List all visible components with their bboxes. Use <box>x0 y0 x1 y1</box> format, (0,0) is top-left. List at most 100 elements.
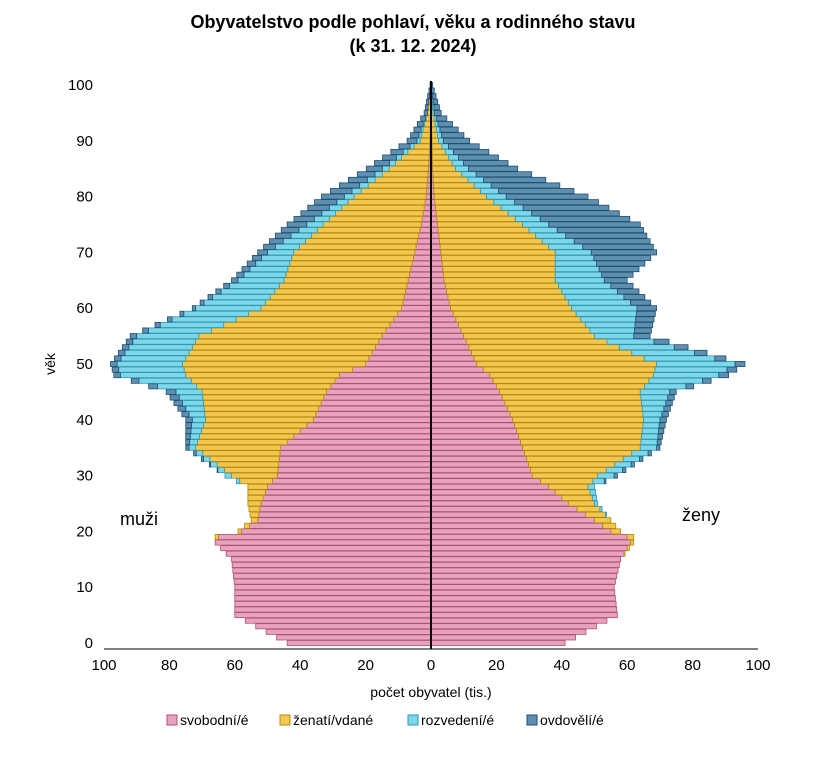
female-bar-age-65-married <box>443 277 556 284</box>
female-bar-age-24-divorced <box>599 506 603 513</box>
female-bar-age-41-married <box>509 411 644 418</box>
male-bar-age-80-married <box>353 193 427 200</box>
female-bar-age-71-widowed <box>582 243 654 250</box>
female-bar-age-52-divorced <box>631 349 695 356</box>
female-bar-age-20-married <box>610 528 622 535</box>
male-bar-age-90-divorced <box>416 137 421 144</box>
female-bar-age-90-divorced <box>438 137 444 144</box>
male-bar-age-23-single <box>258 511 432 518</box>
male-bar-age-55-widowed <box>129 333 138 340</box>
male-bar-age-62-single <box>403 294 432 301</box>
male-bar-age-73-married <box>310 232 419 239</box>
male-bar-age-91-widowed <box>410 132 420 139</box>
male-bar-age-77-married <box>335 210 424 217</box>
male-bar-age-65-divorced <box>237 277 285 284</box>
female-bar-age-26-divorced <box>591 494 598 501</box>
male-bar-age-51-divorced <box>120 355 187 362</box>
female-bar-age-59-married <box>452 310 577 317</box>
female-bar-age-29-divorced <box>592 478 605 485</box>
male-bar-age-66-single <box>409 271 432 278</box>
male-bar-age-48-widowed <box>113 372 121 379</box>
male-bar-age-16-single <box>225 550 432 557</box>
female-bar-age-72-widowed <box>573 238 651 245</box>
male-bar-age-88-divorced <box>402 148 409 155</box>
female-bar-age-39-single <box>430 422 516 429</box>
female-bar-age-62-widowed <box>623 294 646 301</box>
female-bar-age-25-single <box>430 500 569 507</box>
male-bar-age-78-divorced <box>328 204 343 211</box>
female-bar-age-60-divorced <box>571 305 638 312</box>
male-bar-age-58-widowed <box>167 316 173 323</box>
male-bar-age-83-married <box>374 176 428 183</box>
male-bar-age-33-single <box>278 455 432 462</box>
female-bar-age-67-single <box>430 266 444 273</box>
female-bar-age-81-widowed <box>498 188 575 194</box>
male-bar-age-12-single <box>233 573 432 580</box>
female-bar-age-89-widowed <box>448 143 480 150</box>
male-bar-age-86-married <box>394 160 430 167</box>
male-bar-age-85-widowed <box>365 165 384 172</box>
male-bar-age-28-married <box>247 483 268 490</box>
male-bar-age-85-married <box>388 165 429 172</box>
male-bar-age-39-single <box>306 422 432 429</box>
male-bar-age-43-widowed <box>173 400 183 407</box>
male-bar-age-42-divorced <box>185 405 205 412</box>
female-bar-age-63-widowed <box>616 288 640 295</box>
female-bar-age-74-married <box>437 227 530 234</box>
male-bar-age-41-divorced <box>188 411 206 418</box>
female-bar-age-19-single <box>430 534 628 540</box>
female-bar-age-44-widowed <box>667 394 675 401</box>
bars-group <box>110 82 746 646</box>
male-bar-age-97-widowed <box>426 98 430 105</box>
male-bar-age-64-married <box>278 282 408 289</box>
female-bar-age-50-widowed <box>734 361 746 367</box>
male-bar-age-75-widowed <box>286 221 308 228</box>
female-bar-age-53-single <box>430 344 470 351</box>
female-bar-age-58-single <box>430 316 457 323</box>
male-bar-age-60-divorced <box>195 305 262 312</box>
female-bar-age-7-single <box>430 600 617 607</box>
male-bar-age-54-single <box>378 338 432 345</box>
female-bar-age-68-married <box>441 260 556 267</box>
female-bar-age-52-married <box>471 349 633 356</box>
male-bar-age-58-married <box>235 316 395 323</box>
female-bar-age-72-divorced <box>541 238 575 245</box>
female-bar-age-69-married <box>441 255 556 261</box>
female-bar-age-33-divorced <box>622 455 641 462</box>
female-bar-age-61-divorced <box>567 299 631 306</box>
male-bar-age-47-widowed <box>130 377 140 384</box>
female-bar-age-16-married <box>623 550 626 557</box>
female-bar-age-56-widowed <box>633 327 652 334</box>
male-bar-age-39-married <box>203 422 308 429</box>
male-bar-age-49-single <box>352 366 432 373</box>
male-bar-age-44-widowed <box>169 394 180 401</box>
female-bar-age-60-married <box>450 305 573 312</box>
male-bar-age-62-widowed <box>207 294 213 301</box>
female-bar-age-55-single <box>430 333 465 340</box>
female-bar-age-60-widowed <box>636 305 658 312</box>
female-bar-age-92-married <box>431 126 437 133</box>
female-bar-age-82-divorced <box>473 182 492 189</box>
male-bar-age-38-single <box>299 427 432 434</box>
female-bar-age-62-divorced <box>564 294 625 301</box>
female-bar-age-74-divorced <box>528 227 558 234</box>
female-bar-age-31-widowed <box>622 467 627 473</box>
female-bar-age-12-single <box>430 573 618 580</box>
male-bar-age-68-divorced <box>255 260 291 267</box>
female-bar-age-84-married <box>432 171 463 178</box>
female-bar-age-64-divorced <box>558 282 612 289</box>
male-bar-age-30-divorced <box>224 472 232 479</box>
male-bar-age-44-single <box>323 394 432 401</box>
female-bar-age-52-widowed <box>694 349 708 356</box>
female-bar-age-65-widowed <box>603 277 628 284</box>
male-bar-age-43-divorced <box>182 400 204 407</box>
male-bar-age-35-single <box>280 444 432 451</box>
female-bar-age-26-married <box>561 494 593 501</box>
male-bar-age-64-divorced <box>229 282 280 289</box>
male-bar-age-74-single <box>419 227 432 234</box>
female-bar-age-53-widowed <box>673 344 689 351</box>
female-bar-age-64-single <box>430 282 446 289</box>
legend-label: ženatí/vdané <box>293 712 373 728</box>
male-bar-age-31-divorced <box>217 467 225 473</box>
